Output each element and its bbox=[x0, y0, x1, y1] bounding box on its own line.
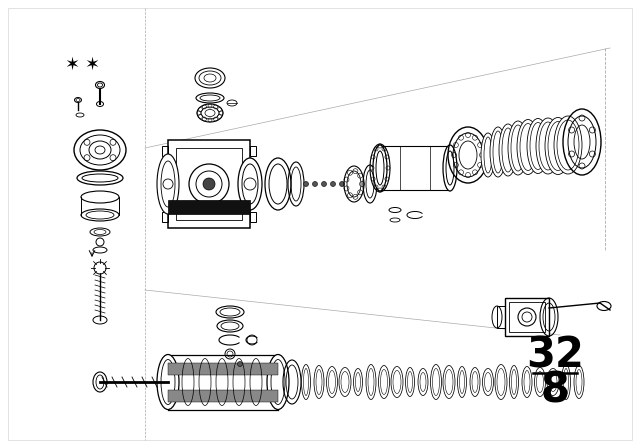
Ellipse shape bbox=[483, 369, 493, 396]
Circle shape bbox=[312, 181, 317, 186]
Ellipse shape bbox=[517, 120, 539, 175]
Ellipse shape bbox=[509, 366, 518, 399]
Ellipse shape bbox=[481, 133, 495, 177]
Ellipse shape bbox=[443, 366, 455, 399]
Bar bbox=[250, 212, 256, 222]
Ellipse shape bbox=[431, 365, 442, 400]
Text: ✶: ✶ bbox=[84, 56, 100, 74]
Ellipse shape bbox=[267, 354, 289, 409]
Bar bbox=[168, 390, 278, 402]
Ellipse shape bbox=[470, 367, 480, 396]
Text: 8: 8 bbox=[541, 369, 570, 411]
Ellipse shape bbox=[490, 127, 506, 177]
Circle shape bbox=[330, 181, 335, 186]
Ellipse shape bbox=[157, 354, 179, 409]
Ellipse shape bbox=[499, 124, 517, 176]
Bar bbox=[509, 302, 545, 332]
Ellipse shape bbox=[353, 369, 362, 396]
Ellipse shape bbox=[301, 365, 310, 400]
Ellipse shape bbox=[495, 365, 507, 400]
Bar bbox=[162, 146, 168, 156]
Ellipse shape bbox=[527, 119, 549, 173]
Text: ✶: ✶ bbox=[65, 56, 79, 74]
Circle shape bbox=[303, 181, 308, 186]
Ellipse shape bbox=[561, 365, 570, 400]
Ellipse shape bbox=[534, 367, 545, 396]
Ellipse shape bbox=[373, 145, 387, 191]
Ellipse shape bbox=[554, 116, 582, 174]
Circle shape bbox=[203, 178, 215, 190]
Bar bbox=[497, 306, 505, 328]
Circle shape bbox=[237, 362, 243, 366]
Ellipse shape bbox=[508, 121, 528, 175]
Bar bbox=[168, 363, 278, 375]
Bar bbox=[176, 148, 242, 220]
Bar bbox=[168, 200, 250, 214]
Text: 32: 32 bbox=[526, 334, 584, 376]
Ellipse shape bbox=[443, 145, 457, 191]
Ellipse shape bbox=[418, 369, 428, 396]
Circle shape bbox=[339, 181, 344, 186]
Ellipse shape bbox=[366, 365, 376, 400]
Bar bbox=[250, 146, 256, 156]
Circle shape bbox=[321, 181, 326, 186]
Bar bbox=[162, 212, 168, 222]
Ellipse shape bbox=[458, 366, 467, 397]
Ellipse shape bbox=[522, 366, 532, 397]
Ellipse shape bbox=[574, 366, 584, 399]
Ellipse shape bbox=[326, 366, 337, 397]
Ellipse shape bbox=[391, 366, 403, 397]
Ellipse shape bbox=[378, 366, 390, 399]
Ellipse shape bbox=[545, 117, 571, 175]
Ellipse shape bbox=[339, 367, 351, 396]
Ellipse shape bbox=[157, 154, 179, 214]
Ellipse shape bbox=[238, 158, 262, 210]
Ellipse shape bbox=[547, 369, 559, 396]
Ellipse shape bbox=[314, 366, 324, 399]
Ellipse shape bbox=[536, 118, 560, 174]
Ellipse shape bbox=[406, 367, 415, 396]
Bar bbox=[168, 140, 250, 228]
Bar bbox=[505, 298, 549, 336]
